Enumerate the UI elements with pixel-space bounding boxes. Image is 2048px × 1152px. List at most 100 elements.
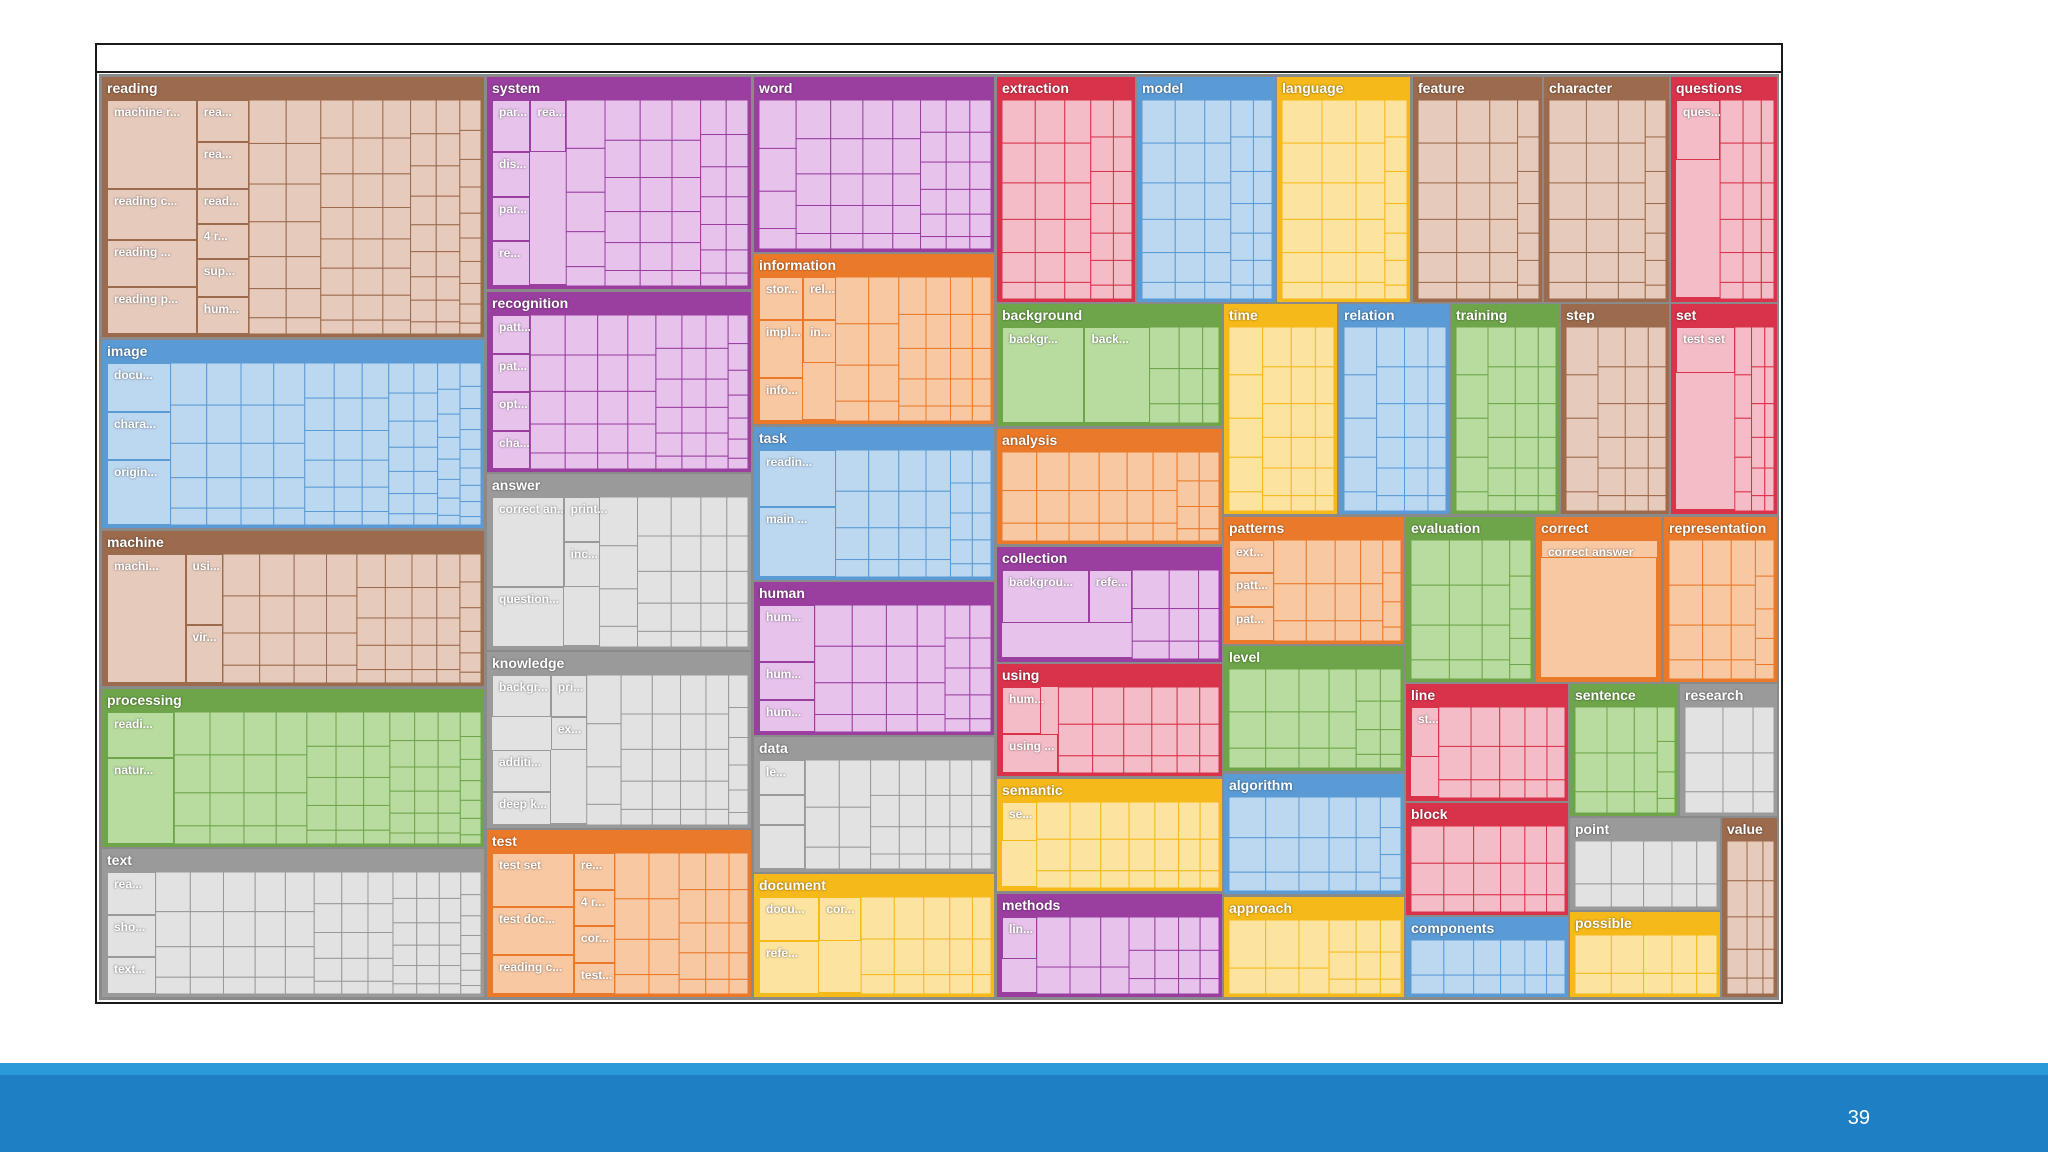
treemap-subcell: [893, 938, 925, 976]
treemap-subcell: [1549, 182, 1587, 220]
treemap-subcell: [898, 760, 927, 796]
treemap-cell: docu...: [759, 897, 820, 941]
treemap-subcell: [1355, 218, 1386, 254]
treemap-subcell: [671, 177, 702, 213]
treemap-cell: reading c...: [492, 954, 574, 994]
treemap-subcell: [1002, 218, 1036, 254]
treemap-subcell: [413, 420, 439, 448]
treemap-subcell: [1379, 700, 1401, 731]
treemap-subcell: [356, 554, 386, 589]
treemap-subcell: [651, 713, 682, 750]
treemap-subcell: [1438, 707, 1472, 747]
treemap-subcell: [1202, 368, 1219, 405]
treemap-subcell: [1314, 436, 1334, 469]
treemap-subcell: [1411, 584, 1450, 626]
treemap-subcell: [597, 390, 629, 425]
treemap-cell-label: backgr...: [1009, 332, 1058, 346]
treemap-subcell: [1500, 940, 1526, 976]
treemap-subcell: [705, 432, 729, 457]
treemap-subcell: [586, 675, 622, 725]
treemap-subcell: [1575, 883, 1612, 907]
treemap-cell: usi...: [185, 554, 223, 625]
treemap-subcell: [1204, 218, 1232, 254]
treemap-subcell: [285, 288, 322, 319]
treemap-subcell: [655, 315, 683, 349]
treemap-subcell: [1198, 640, 1219, 659]
treemap-subcell: [1198, 452, 1219, 482]
treemap-cell-label: refe...: [766, 945, 799, 960]
treemap-subcell: [925, 405, 951, 421]
treemap-subcell: [459, 652, 481, 673]
treemap-subcell: [1438, 779, 1472, 798]
treemap-cell: hum...: [759, 700, 815, 732]
treemap-subcell: [273, 477, 306, 509]
treemap-subcell: [1128, 802, 1156, 840]
treemap-subgrid: [1149, 327, 1219, 423]
treemap-subcell: [648, 974, 680, 994]
treemap-subcell: [459, 429, 481, 450]
treemap-inner-area: [1574, 840, 1717, 907]
treemap-subcell: [1456, 252, 1491, 283]
treemap-subcell: [1064, 182, 1092, 220]
treemap-cell: origin...: [107, 460, 171, 525]
treemap-subcell: [416, 944, 440, 967]
treemap-subgrid: [1541, 540, 1658, 679]
treemap-subcell: [1355, 797, 1381, 839]
treemap-inner-area: [1684, 706, 1774, 813]
treemap-category-label: algorithm: [1229, 777, 1293, 793]
treemap-subcell: [1152, 490, 1178, 524]
treemap-subcell: [725, 166, 748, 198]
treemap-subcell: [925, 559, 951, 577]
treemap-subcell: [705, 406, 729, 434]
treemap-cell-label: pat...: [499, 358, 528, 373]
treemap-category-label: methods: [1002, 897, 1061, 913]
treemap-subcell: [361, 363, 390, 399]
treemap-subcell: [1751, 327, 1766, 368]
treemap-subcell: [416, 872, 440, 899]
treemap-category-document: document docu... cor... refe...: [754, 874, 994, 997]
treemap-inner-area: machine r... rea... rea... read... reading c…: [106, 99, 481, 334]
treemap-subcell: [1328, 837, 1357, 873]
treemap-subcell: [637, 497, 672, 537]
treemap-subcell: [949, 974, 973, 994]
treemap-subcell: [1669, 624, 1704, 661]
treemap-subcell: [804, 760, 840, 808]
treemap-subcell: [1624, 327, 1649, 368]
treemap-subcell: [1265, 797, 1300, 839]
treemap-subcell: [459, 237, 481, 262]
treemap-subcell: [971, 760, 991, 796]
treemap-subcell: [1456, 281, 1491, 299]
treemap-subcell: [1524, 894, 1548, 912]
treemap-subcell: [1727, 841, 1748, 882]
treemap-subcell: [438, 922, 462, 946]
treemap-subcell: [920, 236, 947, 249]
treemap-subcell: [949, 512, 973, 541]
treemap-cell-label: question...: [499, 592, 559, 606]
treemap-subcell: [1585, 100, 1619, 144]
treemap-subcell: [1537, 327, 1556, 368]
treemap-cell: par...: [492, 100, 531, 153]
treemap-subcell: [1229, 417, 1264, 458]
treemap-subcell: [1273, 620, 1307, 641]
treemap-subcell: [352, 100, 384, 139]
treemap-subcell: [614, 898, 650, 940]
treemap-subcell: [416, 922, 440, 946]
treemap-cell-label: test doc...: [499, 911, 556, 926]
treemap-subcell: [1174, 218, 1206, 254]
treemap-subcell: [173, 792, 211, 827]
treemap-subcell: [655, 378, 683, 408]
treemap-subcell: [971, 563, 991, 577]
treemap-subcell: [320, 267, 354, 296]
treemap-subcell: [1403, 327, 1429, 368]
treemap-subcell: [1376, 495, 1405, 511]
treemap-subcell: [1131, 570, 1170, 610]
treemap-subcell: [1754, 540, 1774, 577]
treemap-subcell: [1669, 659, 1704, 679]
treemap-cell: main ...: [759, 507, 836, 577]
treemap-subcell: [438, 944, 462, 967]
treemap-subcell: [435, 251, 461, 278]
treemap-subcell: [320, 238, 354, 269]
treemap-subcell: [898, 313, 927, 349]
treemap-category-language: language: [1277, 77, 1410, 302]
treemap-subcell: [1443, 974, 1475, 994]
